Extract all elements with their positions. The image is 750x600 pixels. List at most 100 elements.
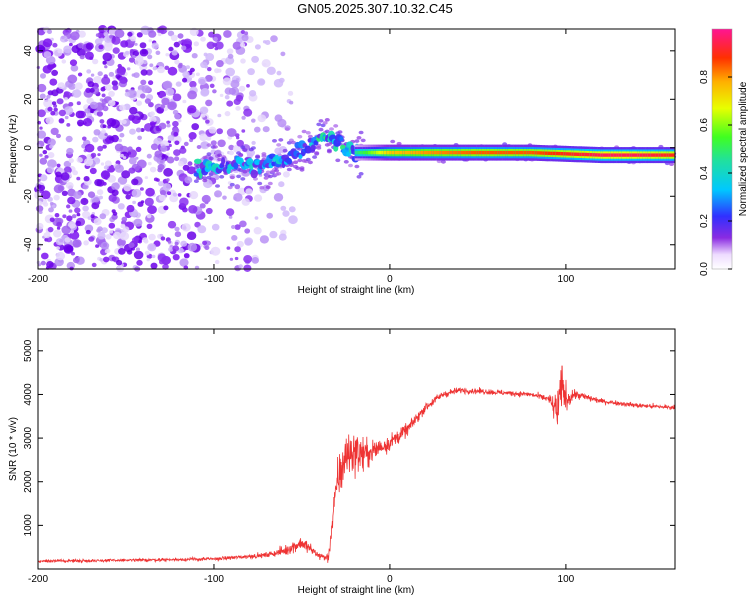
- spectrogram-noise-blob: [56, 226, 61, 230]
- spectrogram-noise-blob: [61, 59, 67, 64]
- spectrogram-noise-blob: [100, 241, 110, 250]
- spectrogram-line-segment: [465, 150, 469, 155]
- spectrogram-noise-blob: [102, 52, 113, 62]
- spectrogram-noise-blob: [160, 190, 166, 196]
- spectrogram-noise-blob: [179, 197, 189, 207]
- spectrogram-noise-blob: [273, 193, 284, 202]
- spectrogram-noise-blob: [135, 127, 142, 133]
- spectrogram-noise-blob: [91, 262, 97, 268]
- spectrogram-noise-blob: [166, 120, 171, 125]
- spectrogram-noise-blob: [67, 233, 72, 238]
- spectrogram-line-segment: [476, 150, 480, 155]
- spectrogram-noise-blob: [66, 204, 71, 209]
- spectrogram-noise-blob: [269, 230, 278, 239]
- spectrogram-noise-blob: [150, 143, 159, 151]
- spectrogram-halo-blob: [307, 134, 313, 139]
- spectrogram-noise-blob: [66, 123, 71, 127]
- spectrogram-noise-blob: [47, 138, 56, 147]
- spectrogram-line-segment: [486, 150, 490, 155]
- spectrogram-halo-blob: [360, 138, 366, 143]
- spectrogram-noise-blob: [68, 221, 76, 229]
- spectrogram-noise-blob: [136, 259, 143, 266]
- spectrogram-noise-blob: [85, 87, 92, 93]
- spectrogram-line-segment: [484, 150, 487, 155]
- spectrogram-noise-blob: [226, 246, 231, 250]
- spectrogram-noise-blob: [182, 71, 190, 78]
- spectrogram-noise-blob: [148, 30, 157, 38]
- spectrogram-noise-blob: [189, 191, 199, 200]
- spectrogram-noise-blob: [197, 77, 207, 85]
- spectrogram-noise-blob: [178, 161, 184, 167]
- spectrogram-noise-blob: [113, 231, 121, 240]
- spectrogram-noise-blob: [254, 194, 263, 202]
- spectrogram-line-segment: [383, 150, 387, 155]
- spectrogram-noise-blob: [42, 38, 53, 48]
- spectrogram-halo-blob: [295, 166, 301, 170]
- spectrogram-noise-blob: [68, 82, 76, 90]
- spectrogram-line-segment: [373, 150, 377, 155]
- spectrogram-noise-blob: [274, 114, 283, 122]
- spectrogram-noise-blob: [130, 35, 136, 42]
- spectrogram-noise-blob: [189, 27, 199, 36]
- spectrogram-line-segment: [452, 150, 456, 155]
- spectrogram-noise-blob: [173, 131, 179, 137]
- spectrogram-noise-blob: [127, 151, 132, 155]
- spectrogram-noise-blob: [104, 65, 108, 69]
- spectrogram-noise-blob: [146, 153, 152, 159]
- spectrogram-noise-blob: [197, 225, 207, 234]
- spectrogram-line-segment: [370, 150, 374, 155]
- spectrogram-noise-blob: [49, 217, 55, 223]
- spectrogram-noise-blob: [127, 149, 137, 158]
- spectrogram-noise-blob: [165, 53, 170, 57]
- snr-series-line: [37, 365, 676, 564]
- spectrogram-noise-blob: [67, 74, 78, 84]
- spectrogram-line-segment: [494, 150, 498, 155]
- spectrogram-noise-blob: [127, 31, 133, 37]
- spectrogram-noise-blob: [65, 182, 74, 190]
- spectrogram-noise-blob: [177, 33, 184, 39]
- spectrogram-line-segment: [515, 150, 519, 155]
- spectrogram-line-segment: [634, 153, 638, 157]
- spectrogram-noise-blob: [183, 141, 189, 147]
- spectrogram-noise-blob: [73, 257, 80, 264]
- spectrogram-noise-blob: [96, 111, 103, 117]
- spectrogram-noise-blob: [212, 89, 217, 94]
- spectrogram-noise-blob: [95, 33, 100, 37]
- spectrogram-line-segment: [505, 150, 509, 155]
- spectrogram-halo-blob: [242, 169, 248, 174]
- spectrogram-line-segment: [468, 150, 472, 155]
- spectrogram-noise-blob: [178, 62, 183, 67]
- spectrogram-line-segment: [563, 152, 567, 156]
- spectrogram-noise-blob: [64, 97, 68, 101]
- spectrogram-noise-blob: [119, 132, 125, 138]
- spectrogram-halo-blob: [297, 158, 303, 163]
- spectrogram-noise-blob: [36, 130, 47, 139]
- spectrogram-line-segment: [539, 151, 543, 155]
- spectrogram-noise-blob: [241, 198, 250, 206]
- spectrogram-noise-blob: [158, 181, 164, 187]
- spectrogram-noise-blob: [241, 34, 249, 42]
- spectrogram-y-ticks: -40 -20 0 20 40: [23, 45, 675, 252]
- spectrogram-noise-blob: [239, 220, 247, 228]
- spectrogram-noise-blob: [193, 41, 199, 47]
- spectrogram-noise-blob: [158, 194, 166, 202]
- spectrogram-halo-blob: [278, 138, 284, 142]
- spectrogram-line-segment: [626, 153, 630, 157]
- spectrogram-noise-blob: [74, 82, 83, 90]
- spectrogram-halo-blob: [305, 157, 311, 162]
- spectrogram-noise-blob: [163, 167, 174, 177]
- spectrogram-noise-blob: [84, 224, 94, 233]
- spectrogram-signal-blob: [246, 158, 254, 166]
- spectrogram-noise-blob: [89, 101, 99, 110]
- spectrogram-noise-blob: [210, 246, 221, 256]
- spectrogram-noise-blob: [251, 257, 259, 264]
- spectrogram-line-segment: [613, 153, 617, 157]
- spectrogram-x-tick-label: -200: [28, 274, 48, 285]
- spectrogram-line-segment: [418, 150, 421, 155]
- spectrogram-halo-blob: [193, 179, 199, 183]
- spectrogram-noise-blob: [206, 41, 215, 50]
- spectrogram-line-segment: [518, 150, 522, 155]
- spectrogram-noise-blob: [231, 235, 238, 241]
